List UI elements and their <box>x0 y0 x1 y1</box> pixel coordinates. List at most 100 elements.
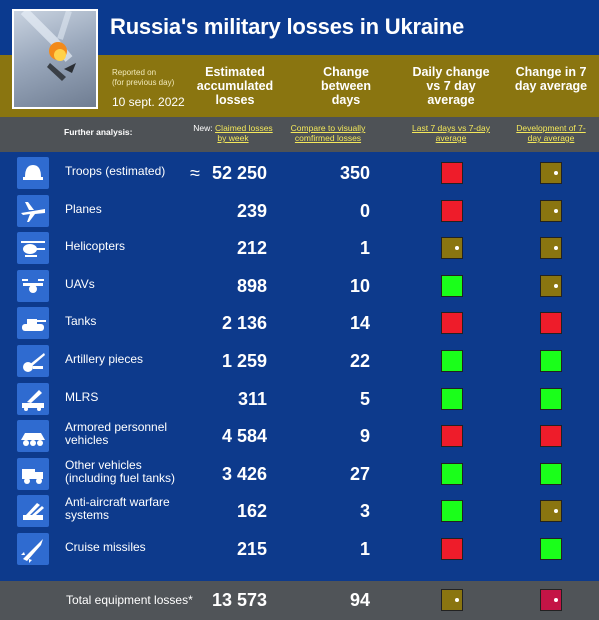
row-label: Armored personnel vehicles <box>65 420 168 447</box>
row-label: Anti-aircraft warfare systems <box>65 495 170 522</box>
development-link[interactable]: Development of 7-day average <box>512 123 590 143</box>
row-label: Planes <box>65 202 102 216</box>
row-value: 4 584 <box>221 426 267 446</box>
page-title: Russia's military losses in Ukraine <box>110 14 465 39</box>
analysis-label: Further analysis: <box>64 127 133 137</box>
plane-icon <box>17 195 49 227</box>
daily-indicator <box>441 350 463 372</box>
change7-indicator <box>540 275 562 297</box>
row-change: 27 <box>349 464 370 484</box>
last7-link[interactable]: Last 7 days vs 7-day average <box>412 123 490 143</box>
change7-indicator <box>540 500 562 522</box>
helmet-icon <box>17 157 49 189</box>
row-label: Troops (estimated) <box>65 164 166 178</box>
row-change: 22 <box>349 351 370 371</box>
total-daily-indicator <box>441 589 463 611</box>
daily-indicator <box>441 425 463 447</box>
change7-indicator <box>540 425 562 447</box>
row-value: 2 136 <box>221 313 267 333</box>
table-row-artillery-pieces: Artillery pieces 1 259 22 <box>0 342 599 379</box>
change7-indicator <box>540 350 562 372</box>
row-label: Tanks <box>65 314 97 328</box>
row-value: 1 259 <box>221 351 267 371</box>
artillery-icon <box>17 345 49 377</box>
daily-indicator <box>441 200 463 222</box>
row-value: 898 <box>236 276 267 296</box>
table-row-cruise-missiles: Cruise missiles 215 1 <box>0 530 599 567</box>
development-text: Development of 7-day average <box>516 123 586 143</box>
row-value: 52 250 <box>211 163 267 183</box>
change7-indicator <box>540 312 562 334</box>
daily-indicator <box>441 237 463 259</box>
analysis-bar <box>0 117 599 152</box>
truck-icon <box>17 458 49 490</box>
row-label: Helicopters <box>65 239 126 253</box>
reported-note-sub: (for previous day) <box>112 78 175 87</box>
table-row-other-vehicles-including-fuel-tanks: Other vehicles (including fuel tanks) 3 4… <box>0 455 599 492</box>
total-bar <box>0 581 599 620</box>
row-change: 0 <box>359 201 370 221</box>
drone-icon <box>17 270 49 302</box>
row-value: 3 426 <box>221 464 267 484</box>
report-date: 10 sept. 2022 <box>112 95 185 109</box>
total-value: 13 573 <box>211 590 267 610</box>
row-value: 215 <box>236 539 267 559</box>
anti-aircraft-icon <box>17 495 49 527</box>
table-row-uavs: UAVs 898 10 <box>0 267 599 304</box>
tank-icon <box>17 307 49 339</box>
row-value: 162 <box>236 501 267 521</box>
row-change: 10 <box>349 276 370 296</box>
daily-indicator <box>441 463 463 485</box>
total-label: Total equipment losses* <box>66 593 193 607</box>
row-label: Cruise missiles <box>65 540 146 554</box>
row-label: Other vehicles (including fuel tanks) <box>65 458 176 485</box>
daily-indicator <box>441 162 463 184</box>
change7-indicator <box>540 200 562 222</box>
row-label: MLRS <box>65 390 99 404</box>
claimed-losses-link[interactable]: New: Claimed losses by week <box>188 123 278 143</box>
claimed-losses-text: Claimed losses by week <box>215 123 273 143</box>
approx-sign: ≈ <box>190 163 200 183</box>
compare-text: Compare to visually comfirmed losses <box>290 123 366 143</box>
row-change: 1 <box>359 539 370 559</box>
table-row-armored-personnel-vehicles: Armored personnel vehicles 4 584 9 <box>0 417 599 454</box>
column-header-change7: Change in 7 day average <box>514 65 588 93</box>
header-photo <box>12 9 98 109</box>
change7-indicator <box>540 388 562 410</box>
table-row-mlrs: MLRS 311 5 <box>0 380 599 417</box>
column-header-estimated: Estimated accumulated losses <box>196 65 274 107</box>
missile-icon <box>17 533 49 565</box>
column-header-change: Change between days <box>320 65 371 107</box>
total-change7-indicator <box>540 589 562 611</box>
apc-icon <box>17 420 49 452</box>
daily-indicator <box>441 500 463 522</box>
table-row-helicopters: Helicopters 212 1 <box>0 229 599 266</box>
helicopter-icon <box>17 232 49 264</box>
daily-indicator <box>441 388 463 410</box>
daily-indicator <box>441 312 463 334</box>
row-value: 239 <box>236 201 267 221</box>
row-change: 1 <box>359 238 370 258</box>
reported-on-label: Reported on <box>112 68 157 77</box>
compare-link[interactable]: Compare to visually comfirmed losses <box>282 123 374 143</box>
column-header-daily: Daily change vs 7 day average <box>412 65 490 107</box>
reported-note: Reported on (for previous day) <box>112 68 192 88</box>
change7-indicator <box>540 162 562 184</box>
total-change: 94 <box>349 590 370 610</box>
row-label: Artillery pieces <box>65 352 144 366</box>
last7-text: Last 7 days vs 7-day average <box>412 123 490 143</box>
daily-indicator <box>441 538 463 560</box>
change7-indicator <box>540 463 562 485</box>
row-value: 212 <box>236 238 267 258</box>
row-value: 311 <box>237 389 267 409</box>
table-row-planes: Planes 239 0 <box>0 192 599 229</box>
daily-indicator <box>441 275 463 297</box>
change7-indicator <box>540 538 562 560</box>
row-label: UAVs <box>65 277 95 291</box>
table-row-troops-estimated: Troops (estimated) ≈52 250 350 <box>0 154 599 191</box>
header-band <box>0 0 599 55</box>
mlrs-icon <box>17 383 49 415</box>
row-change: 350 <box>339 163 370 183</box>
new-prefix: New: <box>193 123 213 133</box>
row-change: 5 <box>359 389 370 409</box>
